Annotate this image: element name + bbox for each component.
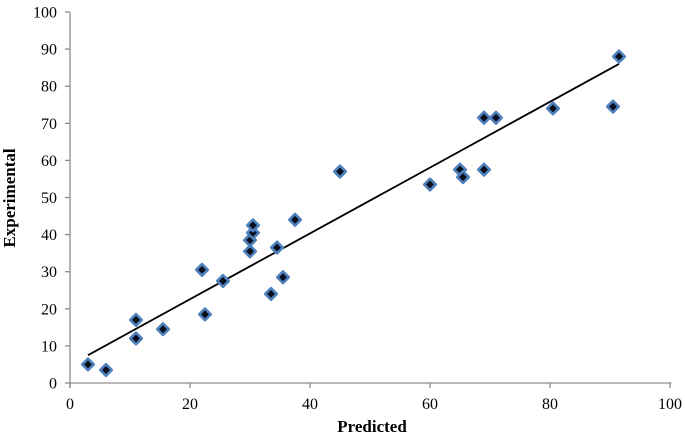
data-point-marker: [98, 362, 114, 378]
y-tick-label: 40: [41, 227, 57, 244]
y-tick-label: 100: [33, 5, 57, 22]
data-point-marker: [332, 164, 348, 179]
data-point-marker: [194, 262, 210, 277]
y-tick-label: 60: [41, 153, 57, 170]
y-axis-title: Experimental: [0, 148, 19, 248]
data-point-marker: [422, 177, 438, 192]
x-tick-label: 20: [182, 396, 198, 413]
y-tick-label: 50: [41, 190, 57, 207]
x-tick-label: 40: [302, 396, 318, 413]
x-tick-label: 80: [542, 396, 558, 413]
y-tick-label: 90: [41, 42, 57, 59]
data-point-marker: [488, 110, 504, 125]
y-tick-label: 10: [41, 338, 57, 355]
data-point-marker: [455, 169, 471, 185]
x-tick-label: 100: [658, 396, 682, 413]
data-point-marker: [245, 218, 261, 233]
data-point-marker: [476, 110, 492, 125]
y-tick-label: 0: [49, 376, 57, 393]
x-axis-title: Predicted: [337, 417, 407, 436]
trend-line: [87, 63, 620, 356]
data-point-marker: [605, 99, 621, 114]
data-point-marker: [197, 307, 213, 322]
data-point-marker: [128, 312, 144, 328]
data-point-marker: [269, 240, 285, 255]
data-point-marker: [263, 286, 279, 302]
data-point-marker: [611, 49, 627, 64]
y-tick-label: 20: [41, 301, 57, 318]
y-tick-label: 70: [41, 116, 57, 133]
y-tick-label: 30: [41, 264, 57, 281]
data-point-marker: [128, 331, 144, 346]
data-point-marker: [476, 162, 492, 177]
x-tick-label: 60: [422, 396, 438, 413]
x-tick-label: 0: [66, 396, 74, 413]
data-point-marker: [287, 212, 303, 227]
data-point-marker: [80, 357, 96, 372]
data-point-marker: [275, 270, 291, 285]
data-point-marker: [215, 273, 231, 289]
y-tick-label: 80: [41, 79, 57, 96]
data-point-marker: [545, 101, 561, 116]
data-point-marker: [242, 244, 258, 259]
data-point-marker: [155, 322, 171, 337]
